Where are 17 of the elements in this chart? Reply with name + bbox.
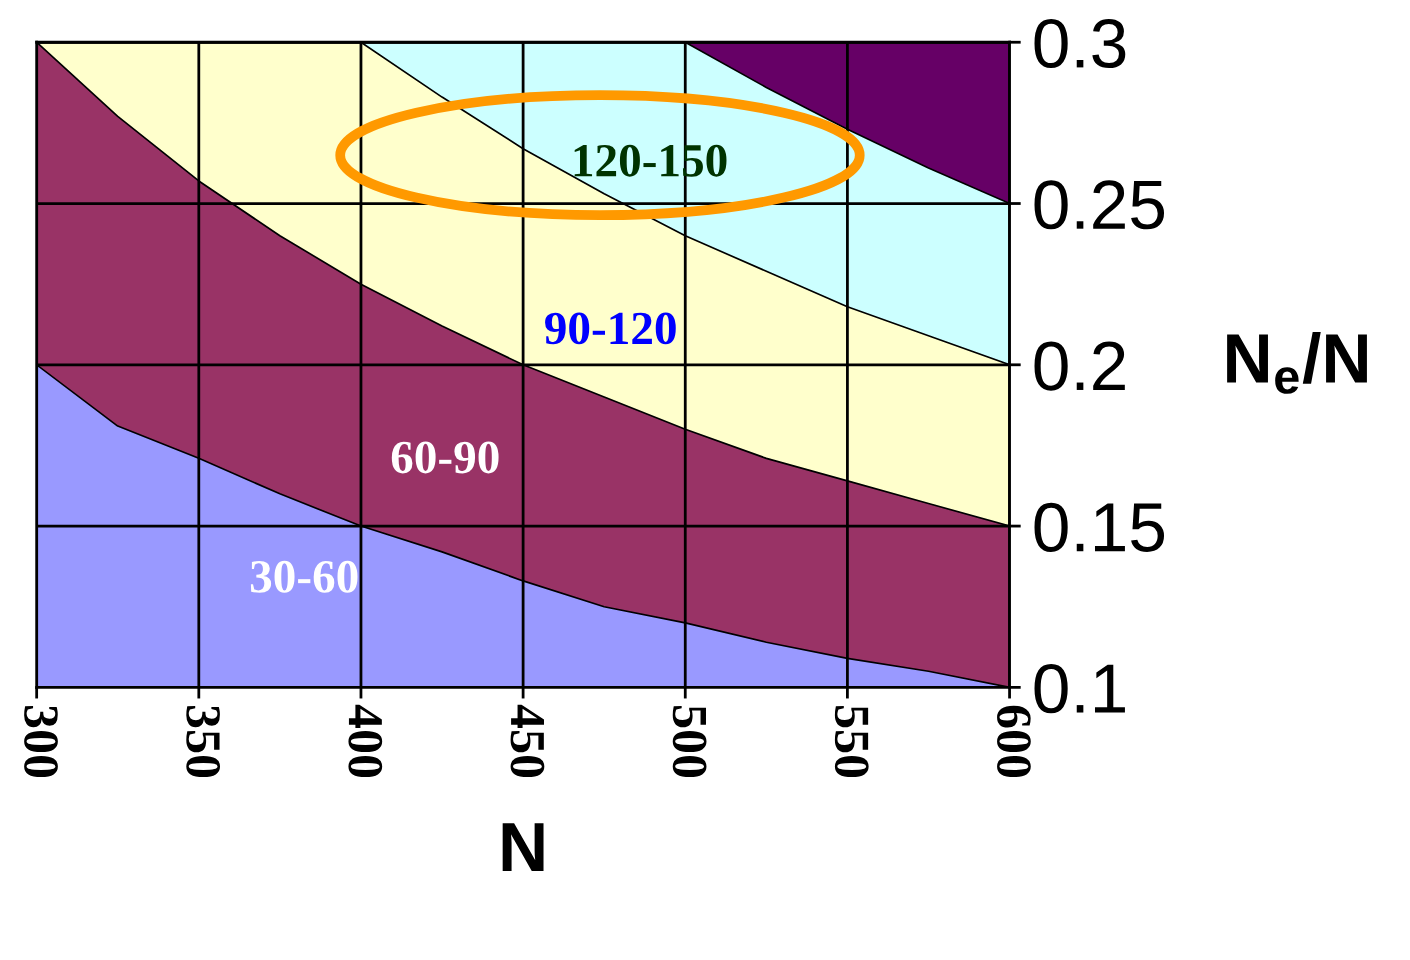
y-tick-label: 0.3 <box>1034 18 1126 69</box>
y-tick-label: 0.25 <box>1034 180 1165 230</box>
y-tick-label: 0.2 <box>1034 341 1125 391</box>
x-axis-title: N <box>502 823 544 872</box>
series-label: 60-90 <box>391 441 499 474</box>
x-tick-label: 500 <box>672 706 707 778</box>
y-tick-label: 0.15 <box>1034 502 1165 552</box>
x-tick-label: 400 <box>348 704 383 778</box>
series-label: 90-120 <box>545 312 676 345</box>
y-tick-label: 0.1 <box>1034 664 1125 714</box>
x-tick-label: 300 <box>24 705 58 778</box>
y-axis-title: N$_{e}$/N <box>1227 332 1367 394</box>
x-tick-label: 450 <box>510 704 545 778</box>
series-label: 30-60 <box>250 560 358 593</box>
x-tick-label: 550 <box>834 706 869 778</box>
x-tick-label: 350 <box>186 705 221 778</box>
x-tick-label: 600 <box>997 705 1031 778</box>
